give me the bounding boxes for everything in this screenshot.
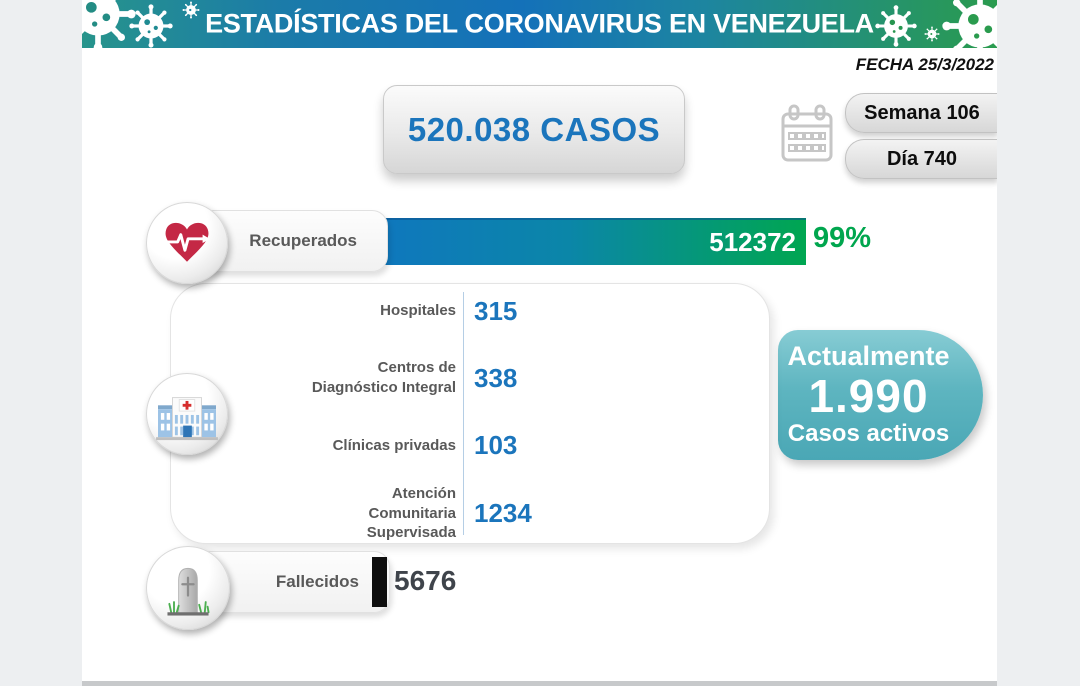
week-badge: Semana 106 (845, 93, 997, 133)
facilities-panel: Hospitales 315 Centros de Diagnóstico In… (170, 283, 770, 544)
virus-icon (82, 0, 138, 48)
panel-divider (463, 292, 464, 535)
hospital-icon (156, 397, 218, 441)
virus-icon (924, 26, 940, 42)
calendar-icon (779, 103, 835, 172)
bottom-border (82, 681, 997, 686)
total-cases-box: 520.038 CASOS (383, 85, 685, 174)
facility-value: 103 (474, 430, 518, 460)
active-cases-label-bottom: Casos activos (787, 420, 950, 448)
facility-label: Hospitales (380, 302, 456, 319)
total-cases-value: 520.038 CASOS (407, 110, 661, 148)
deaths-bar (372, 557, 387, 607)
active-cases-label-top: Actualmente (787, 341, 950, 372)
facility-label: Atención Comunitaria Supervisada (366, 485, 456, 541)
deaths-value: 5676 (394, 565, 457, 596)
recovered-percent: 99% (813, 222, 872, 254)
tombstone-icon (167, 567, 210, 616)
header-banner: ESTADÍSTICAS DEL CORONAVIRUS EN VENEZUEL… (82, 0, 997, 48)
heart-ekg-icon (165, 222, 210, 262)
virus-icon (940, 0, 997, 48)
facility-label: Clínicas privadas (332, 437, 456, 454)
facility-value: 338 (474, 363, 518, 393)
recovered-value: 512372 (709, 227, 796, 257)
date-label: FECHA 25/3/2022 (855, 55, 994, 74)
deaths-label: Fallecidos (275, 572, 359, 591)
virus-icon (128, 3, 174, 48)
virus-icon (182, 1, 200, 19)
active-cases-value: 1.990 (808, 369, 929, 422)
recovered-icon-badge (146, 202, 228, 284)
active-cases-badge: Actualmente 1.990 Casos activos (778, 330, 983, 460)
facility-value: 1234 (474, 498, 532, 528)
recovered-label: Recuperados (249, 231, 357, 250)
virus-icon (874, 4, 918, 48)
facilities-icon-badge (146, 373, 228, 455)
facility-label: Centros de Diagnóstico Integral (311, 359, 456, 396)
page-title: ESTADÍSTICAS DEL CORONAVIRUS EN VENEZUEL… (205, 8, 874, 39)
day-badge: Día 740 (845, 139, 997, 179)
recovered-bar: 512372 (375, 218, 806, 265)
deaths-icon-badge (146, 546, 230, 630)
facility-value: 315 (474, 296, 518, 326)
content-area: ESTADÍSTICAS DEL CORONAVIRUS EN VENEZUEL… (82, 0, 997, 682)
